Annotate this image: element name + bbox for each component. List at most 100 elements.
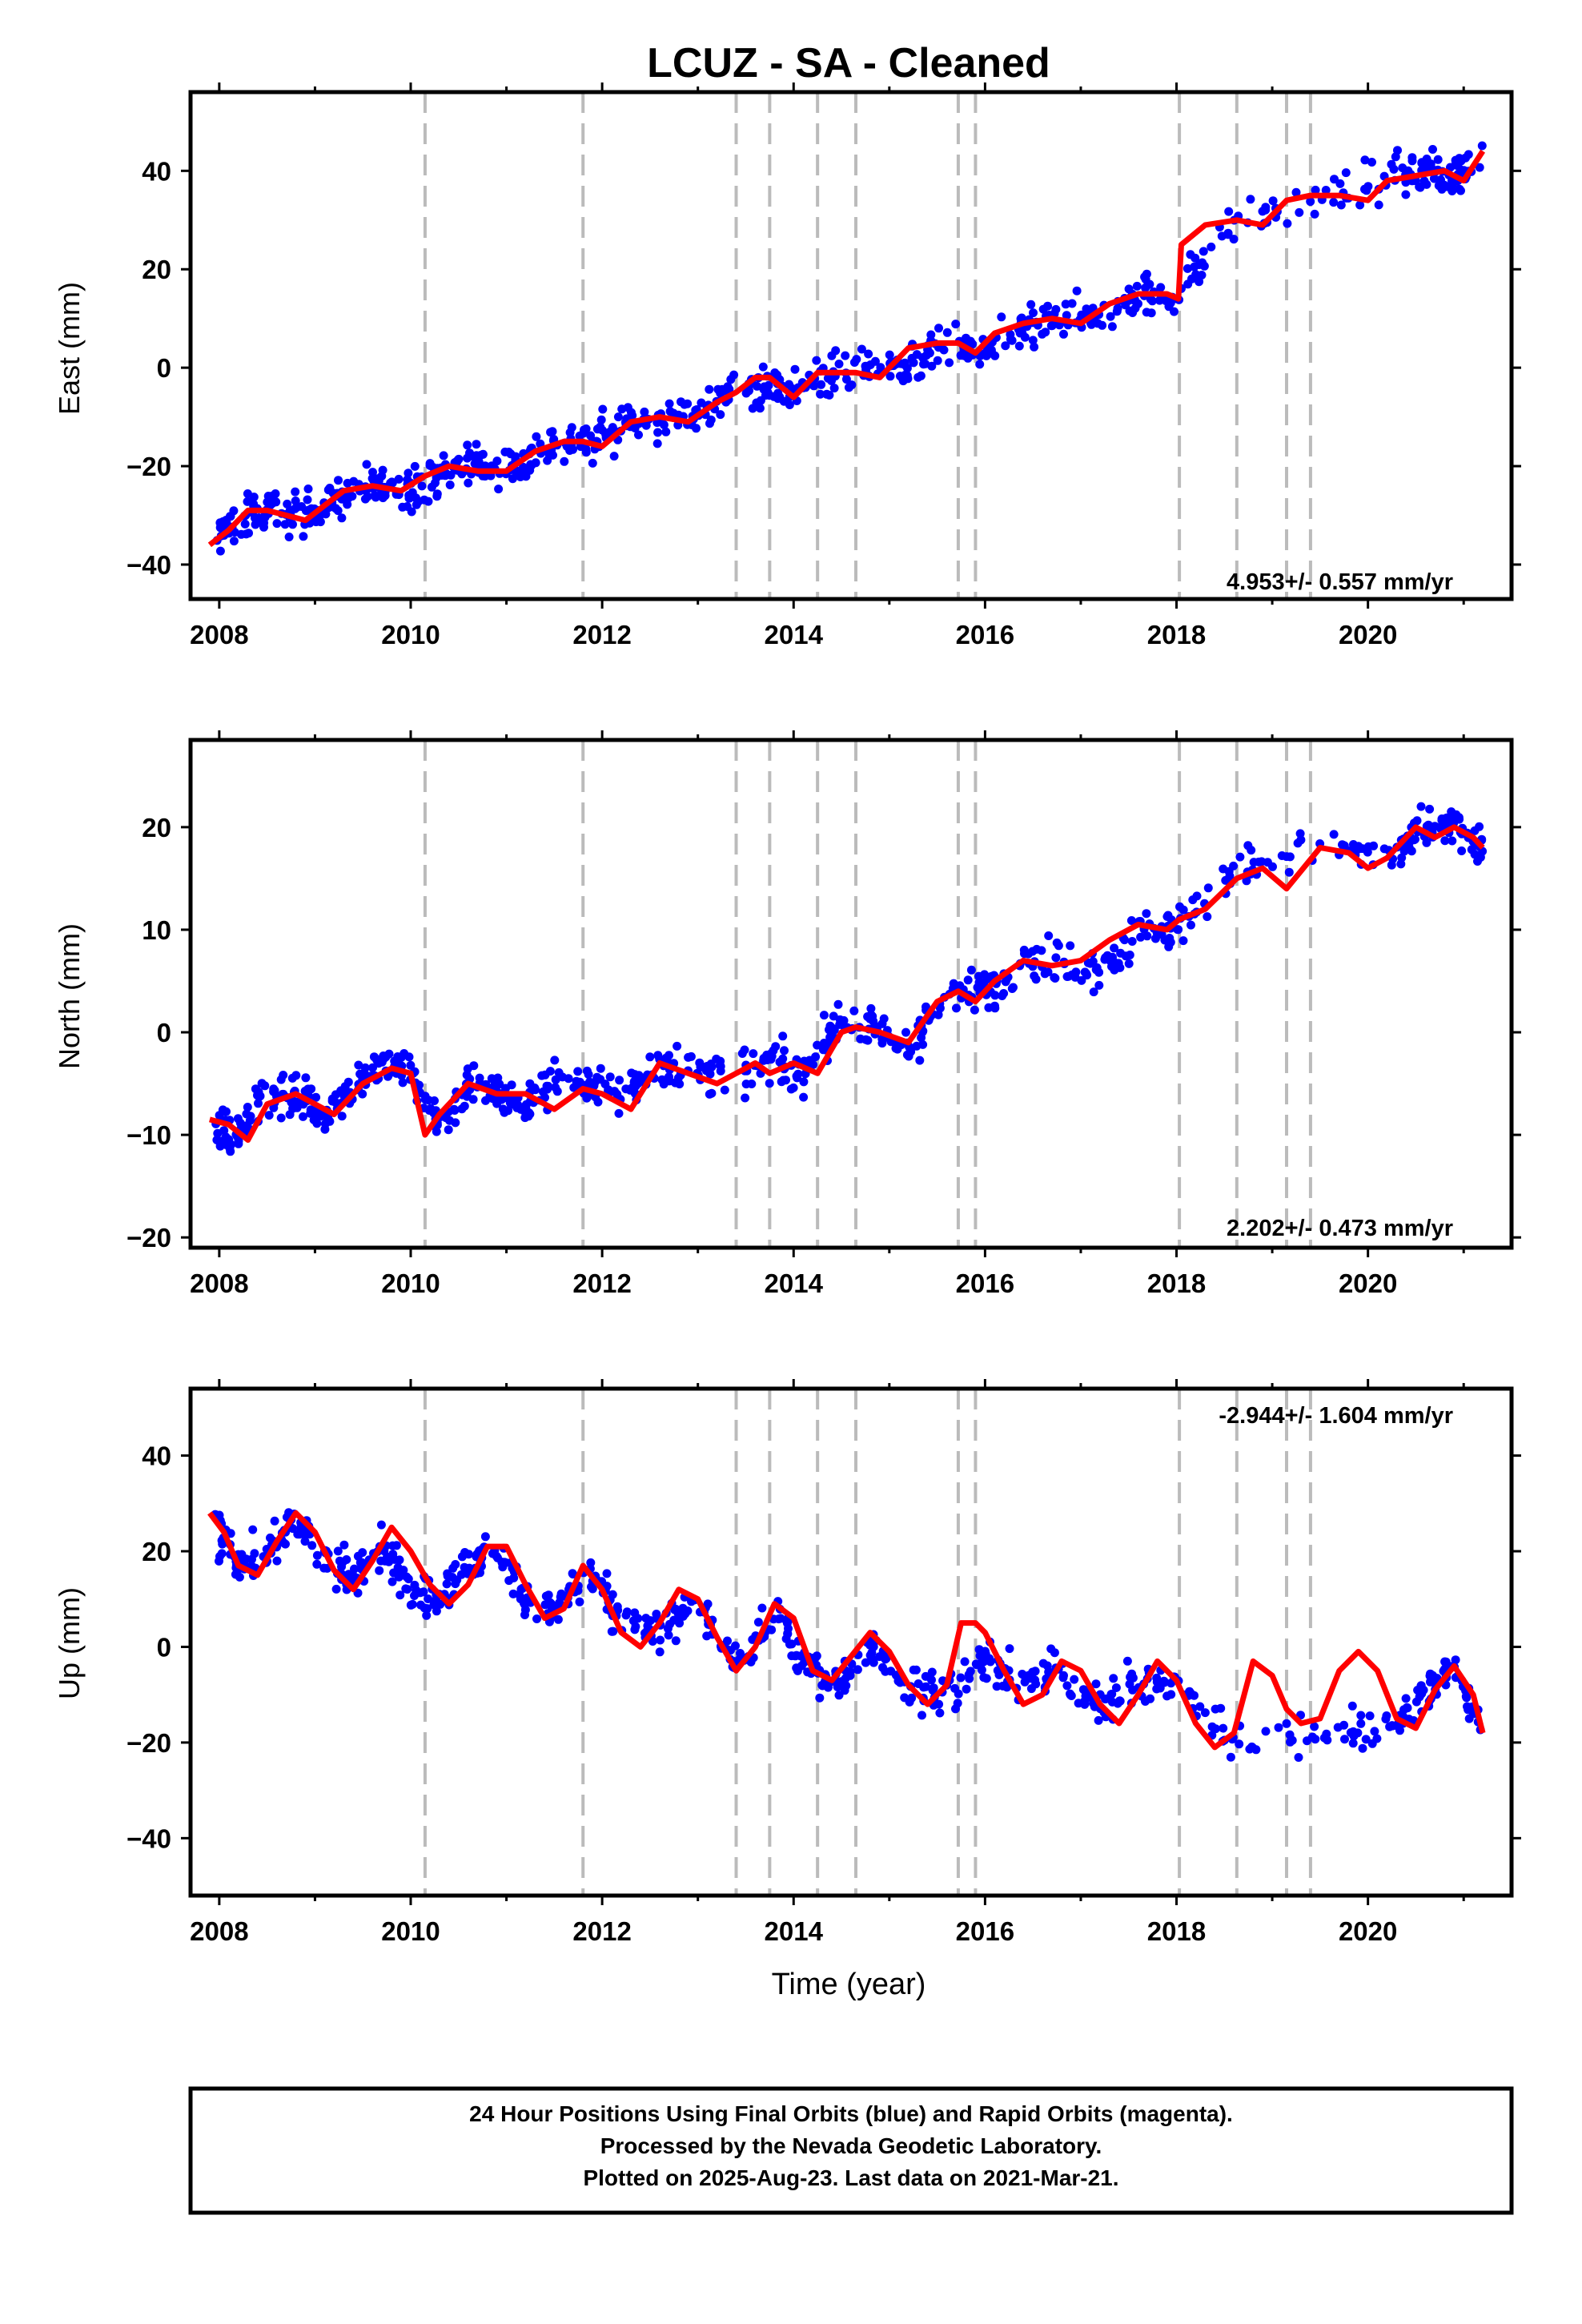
north-data-point	[432, 1127, 441, 1136]
up-data-point	[1311, 1735, 1320, 1744]
east-data-point	[1195, 277, 1204, 287]
east-data-point	[373, 474, 383, 484]
east-data-point	[548, 427, 557, 436]
north-data-point	[778, 1031, 788, 1041]
up-x-tick-label: 2016	[956, 1916, 1014, 1946]
east-data-point	[785, 380, 793, 389]
east-data-point	[1142, 308, 1151, 317]
up-data-point	[976, 1659, 986, 1669]
up-data-point	[331, 1584, 341, 1594]
north-y-axis-label: North (mm)	[53, 923, 86, 1069]
up-data-point	[399, 1566, 408, 1575]
up-data-point	[442, 1579, 452, 1589]
north-data-point	[673, 1041, 682, 1051]
north-data-point	[1009, 983, 1018, 992]
up-data-point	[215, 1552, 224, 1561]
north-data-point	[540, 1070, 550, 1080]
north-data-point	[291, 1071, 301, 1080]
east-data-point	[412, 500, 421, 509]
east-data-point	[1062, 311, 1071, 320]
north-data-point	[475, 1073, 484, 1083]
east-data-point	[975, 360, 985, 369]
up-data-point	[1074, 1699, 1083, 1708]
north-data-point	[501, 1084, 510, 1093]
north-data-point	[765, 1079, 774, 1088]
north-data-point	[276, 1075, 286, 1084]
east-data-point	[263, 497, 272, 507]
east-data-point	[360, 494, 370, 504]
up-data-point	[272, 1556, 282, 1566]
north-data-point	[260, 1081, 270, 1091]
east-data-point	[404, 468, 413, 478]
up-data-point	[1166, 1690, 1176, 1699]
north-data-point	[398, 1078, 408, 1088]
up-data-point	[1347, 1701, 1357, 1711]
north-model-fit-line	[208, 824, 1485, 1143]
north-data-point	[1423, 820, 1433, 830]
east-y-tick-label: −40	[126, 550, 171, 580]
up-x-tick-label: 2018	[1147, 1916, 1206, 1946]
north-data-point	[740, 1045, 749, 1055]
east-data-point	[723, 382, 733, 392]
north-data-point	[811, 1052, 821, 1062]
east-data-point	[1107, 322, 1117, 332]
east-data-point	[1143, 280, 1153, 290]
east-data-point	[641, 420, 651, 430]
east-data-point	[1041, 328, 1050, 337]
north-data-point	[966, 965, 976, 975]
north-data-point	[255, 1092, 265, 1101]
north-data-point	[615, 1076, 624, 1085]
up-data-point	[928, 1686, 938, 1695]
east-data-point	[1355, 200, 1365, 210]
east-data-point	[527, 460, 536, 470]
up-data-point	[235, 1572, 244, 1582]
east-data-point	[1028, 336, 1038, 345]
north-panel: −20 −10 0 10 20 2008 2010 2012 2014 2016 2018 2020	[126, 730, 1521, 1298]
east-data-point	[809, 381, 819, 391]
east-data-point	[870, 356, 880, 366]
up-data-point	[419, 1587, 428, 1597]
east-data-point	[857, 344, 866, 354]
north-data-point	[215, 1141, 225, 1151]
north-data-point	[1088, 957, 1098, 967]
up-data-point	[1451, 1655, 1460, 1665]
up-data-point	[1425, 1671, 1435, 1681]
east-data-point	[1020, 332, 1030, 342]
up-data-point	[1348, 1739, 1358, 1748]
north-data-point	[242, 1109, 251, 1119]
east-data-point	[753, 381, 761, 391]
north-data-point	[915, 1055, 925, 1065]
east-data-point	[1229, 235, 1239, 244]
east-x-tick-label: 2014	[765, 620, 824, 649]
east-data-point	[902, 371, 912, 380]
north-data-point	[1422, 838, 1431, 847]
north-data-point	[593, 1097, 603, 1107]
north-y-tick-label: −10	[126, 1120, 171, 1150]
up-data-point	[665, 1619, 674, 1629]
north-data-point	[990, 991, 1000, 1000]
east-data-point	[567, 423, 576, 432]
north-data-point	[1124, 959, 1134, 968]
east-data-point	[756, 396, 765, 405]
up-data-point	[270, 1516, 279, 1526]
up-data-point	[1417, 1689, 1427, 1699]
north-data-point	[849, 1006, 859, 1015]
north-data-point	[720, 1085, 729, 1095]
up-data-point	[556, 1589, 566, 1598]
north-data-point	[829, 1011, 838, 1021]
east-data-point	[272, 519, 282, 529]
up-data-point	[921, 1671, 930, 1681]
up-data-point	[833, 1683, 842, 1691]
north-data-point	[1440, 836, 1450, 846]
up-data-point	[1062, 1681, 1072, 1691]
north-data-point	[1107, 962, 1116, 971]
up-data-point	[1294, 1753, 1303, 1762]
up-data-point	[406, 1600, 416, 1610]
east-data-point	[1014, 341, 1024, 351]
footer-line-1: 24 Hour Positions Using Final Orbits (bl…	[469, 2101, 1233, 2126]
east-data-point	[885, 350, 894, 360]
east-data-point	[844, 383, 853, 392]
north-data-point	[1019, 945, 1029, 955]
east-data-point	[215, 546, 225, 556]
north-data-point	[1142, 909, 1151, 919]
